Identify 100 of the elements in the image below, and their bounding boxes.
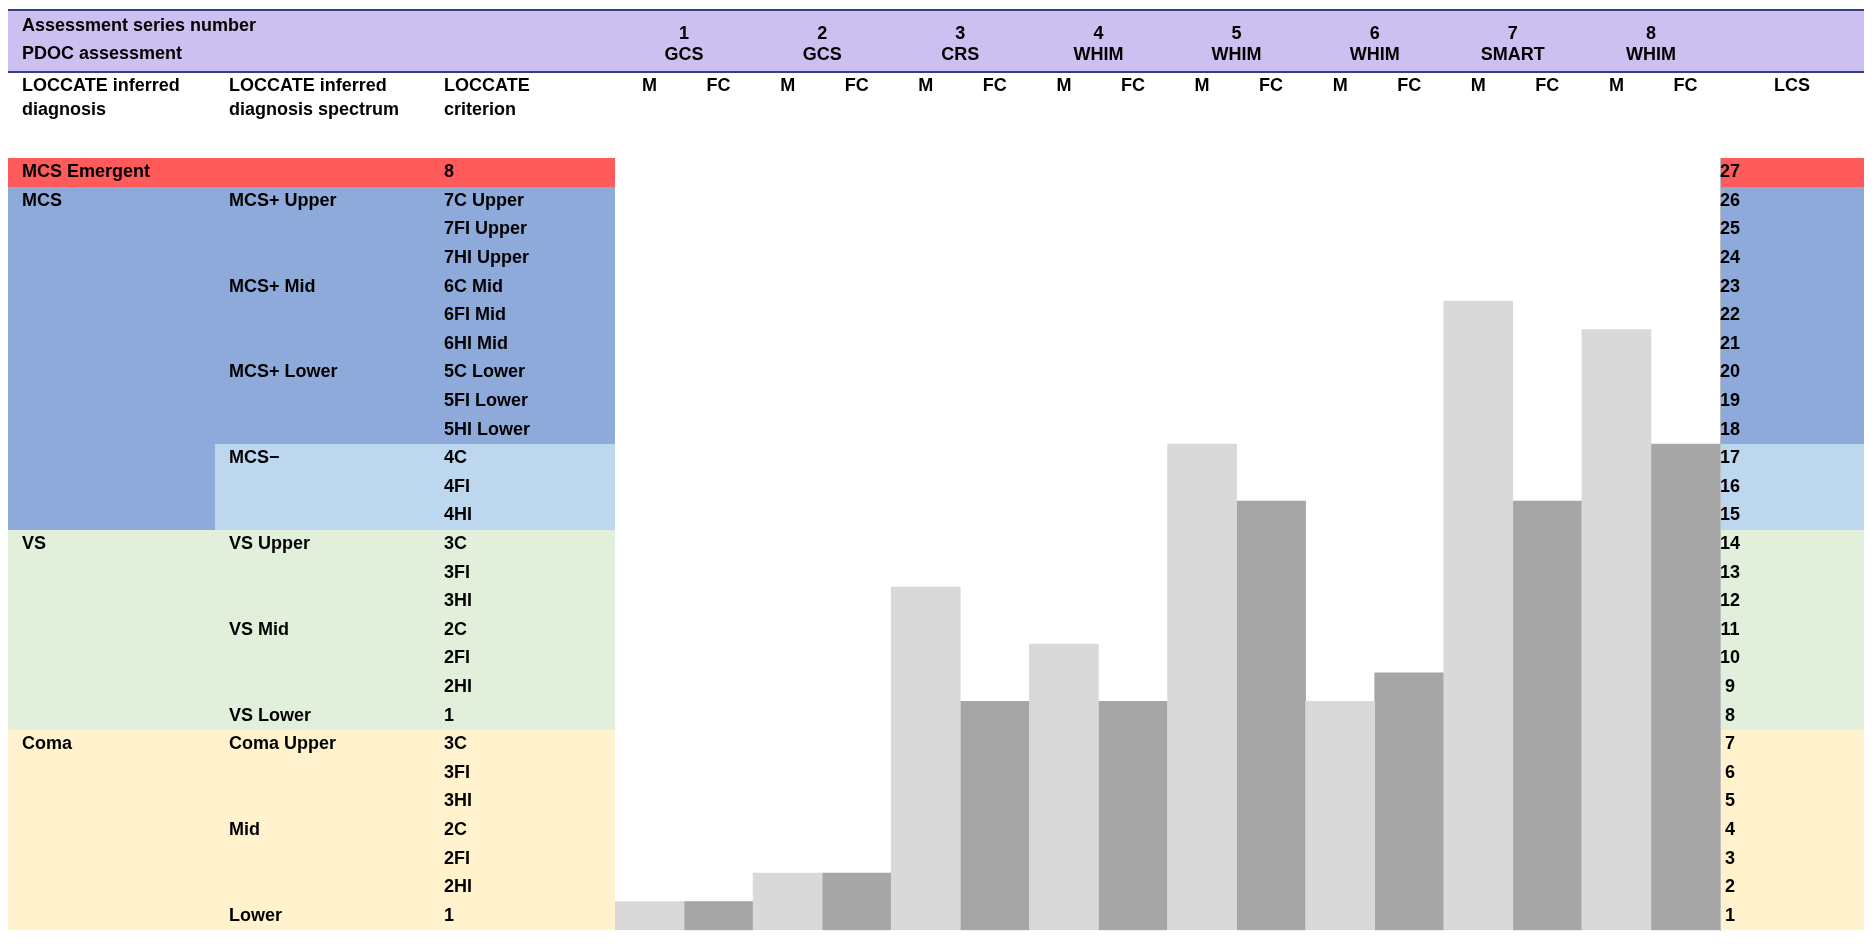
y-tick-label: 10 — [1720, 647, 1741, 668]
text: M — [918, 74, 934, 95]
y-tick-label: 11 — [1720, 618, 1740, 639]
text: 2HI — [444, 876, 473, 897]
text: 6FI Mid — [444, 304, 506, 325]
bar — [890, 586, 961, 931]
y-tick-label: 4 — [1725, 819, 1736, 840]
y-tick-label: 16 — [1720, 475, 1741, 496]
text: FC — [844, 74, 869, 95]
text: FC — [1535, 74, 1560, 95]
y-tick-label: 3 — [1725, 847, 1736, 868]
y-tick-label: 6 — [1725, 761, 1736, 782]
text: M — [1194, 74, 1210, 95]
y-tick-label: 13 — [1720, 561, 1741, 582]
text: MCS− — [229, 447, 280, 468]
bar — [683, 901, 754, 931]
bar — [1098, 701, 1168, 931]
text: LOCCATE criterion — [444, 74, 530, 119]
y-tick-label: 23 — [1720, 275, 1741, 296]
y-tick-label: 14 — [1720, 533, 1741, 554]
y-tick-label: 15 — [1720, 504, 1741, 525]
bar — [1029, 643, 1099, 931]
bar — [615, 901, 685, 931]
y-tick-label: 24 — [1720, 247, 1741, 268]
bar — [1236, 500, 1306, 931]
text: 5FI Lower — [444, 390, 529, 411]
text: M — [780, 74, 796, 95]
text: FC — [982, 74, 1007, 95]
y-tick-label: 25 — [1720, 218, 1741, 239]
text: FC — [1120, 74, 1145, 95]
y-tick-label: 27 — [1720, 161, 1741, 182]
y-tick-label: 20 — [1720, 361, 1741, 382]
text: 4FI — [444, 475, 471, 496]
y-tick-label: 9 — [1725, 676, 1736, 697]
text: VS — [22, 533, 47, 554]
y-tick-label: 12 — [1720, 590, 1741, 611]
text: 4HI — [444, 504, 473, 525]
text: MCS — [22, 189, 62, 210]
x-tick-label: 6 WHIM — [1349, 22, 1400, 65]
y-tick-label: 8 — [1725, 704, 1736, 725]
text: M — [1056, 74, 1072, 95]
x-tick-label: 7 SMART — [1480, 22, 1545, 65]
bar — [821, 872, 892, 931]
text: MCS+ Lower — [229, 361, 338, 382]
text: MCS Emergent — [22, 161, 151, 182]
bar — [1443, 300, 1514, 931]
y-tick-label: 19 — [1720, 390, 1741, 411]
y-tick-label: 26 — [1720, 189, 1741, 210]
x-tick-label: 3 CRS — [941, 22, 980, 65]
text: Coma Upper — [229, 733, 337, 754]
text: Coma — [22, 733, 73, 754]
text: Mid — [229, 819, 260, 840]
y-tick-label: 22 — [1720, 304, 1741, 325]
text: M — [1332, 74, 1348, 95]
y-tick-label: 1 — [1725, 904, 1736, 925]
text: Assessment series number — [22, 14, 257, 35]
bar — [1374, 672, 1445, 931]
text: FC — [1397, 74, 1422, 95]
text: 2HI — [444, 676, 473, 697]
x-tick-label: 4 WHIM — [1073, 22, 1124, 65]
bar — [1167, 443, 1237, 931]
text: LOCCATE inferred diagnosis — [22, 74, 180, 119]
text: 3FI — [444, 561, 471, 582]
text: 7C Upper — [444, 189, 525, 210]
bar — [1305, 701, 1376, 931]
x-tick-label: 1 GCS — [664, 22, 704, 65]
bar — [1650, 443, 1720, 931]
text: LOCCATE inferred diagnosis spectrum — [229, 74, 400, 119]
text: 2FI — [444, 847, 471, 868]
y-tick-label: 5 — [1725, 790, 1736, 811]
text: VS Upper — [229, 533, 311, 554]
bar — [1581, 329, 1652, 931]
text: 4C — [444, 447, 468, 468]
text: VS Mid — [229, 618, 290, 639]
text: 1 — [444, 904, 455, 925]
text: VS Lower — [229, 704, 312, 725]
text: 3FI — [444, 761, 471, 782]
text: 5C Lower — [444, 361, 526, 382]
text: Lower — [229, 904, 283, 925]
y-tick-label: 18 — [1720, 418, 1741, 439]
text: FC — [1259, 74, 1284, 95]
bar — [752, 872, 823, 931]
y-tick-label: 2 — [1725, 876, 1736, 897]
x-tick-label: 2 GCS — [802, 22, 842, 65]
text: PDOC assessment — [22, 42, 183, 63]
text: 1 — [444, 704, 455, 725]
text: M — [642, 74, 658, 95]
y-tick-label: 7 — [1725, 733, 1736, 754]
bar — [959, 701, 1030, 931]
text: 2C — [444, 618, 468, 639]
x-tick-label: 5 WHIM — [1211, 22, 1262, 65]
text: 6C Mid — [444, 275, 504, 296]
text: 3C — [444, 533, 468, 554]
text: 3HI — [444, 790, 473, 811]
text: M — [1470, 74, 1486, 95]
text: 2FI — [444, 647, 471, 668]
y-tick-label: 17 — [1720, 447, 1741, 468]
text: 3HI — [444, 590, 473, 611]
text: 2C — [444, 819, 468, 840]
text: FC — [706, 74, 731, 95]
